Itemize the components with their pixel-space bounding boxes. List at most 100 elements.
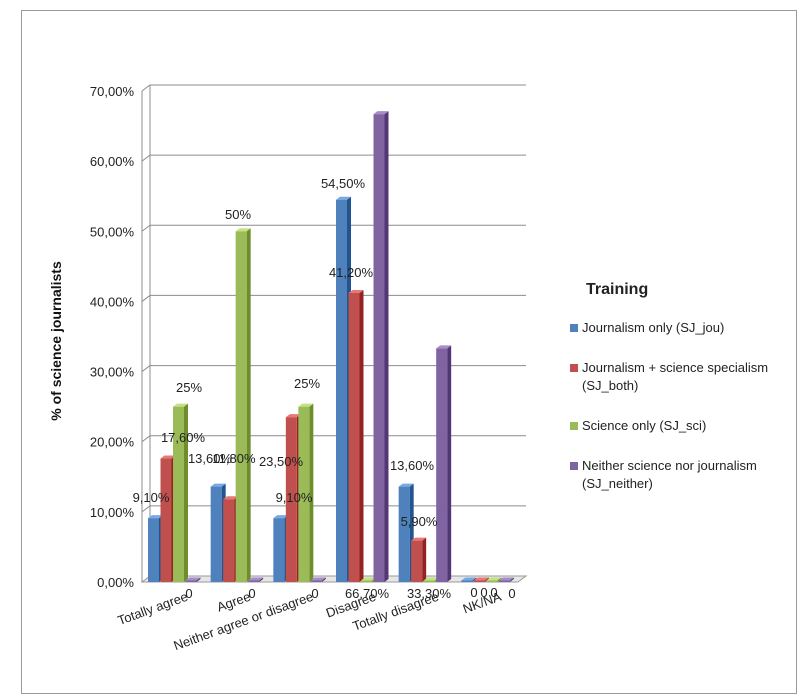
bar-top bbox=[210, 483, 226, 487]
bar bbox=[173, 406, 184, 582]
category-label: Totally agree bbox=[115, 589, 189, 628]
bar bbox=[373, 114, 385, 582]
gridline bbox=[141, 365, 526, 372]
data-label: 33,30% bbox=[407, 586, 452, 601]
bar bbox=[273, 518, 285, 582]
data-label: 54,50% bbox=[321, 176, 366, 191]
bar bbox=[235, 231, 247, 583]
bar-side bbox=[497, 577, 502, 582]
bar-top bbox=[461, 577, 477, 581]
bar-top bbox=[273, 515, 289, 519]
y-tick-label: 40,00% bbox=[90, 294, 135, 309]
bar bbox=[285, 417, 297, 582]
legend-label: Neither science nor journalism (SJ_neith… bbox=[582, 458, 757, 491]
bar-top bbox=[473, 577, 489, 581]
bar-top bbox=[411, 537, 427, 541]
bar bbox=[336, 199, 347, 582]
bar-side bbox=[509, 577, 514, 582]
y-tick-label: 50,00% bbox=[90, 224, 135, 239]
bar-top bbox=[185, 577, 201, 581]
legend-title: Training bbox=[586, 281, 649, 298]
bar bbox=[436, 348, 448, 582]
gridline bbox=[141, 294, 526, 302]
bar-top bbox=[423, 577, 439, 581]
legend-swatch bbox=[570, 422, 578, 430]
bar-side bbox=[472, 577, 477, 582]
bar bbox=[223, 499, 235, 582]
bar-top bbox=[361, 577, 376, 581]
data-label: 0 bbox=[508, 586, 515, 601]
y-tick-label: 30,00% bbox=[90, 365, 135, 380]
legend-swatch bbox=[570, 364, 578, 372]
data-label: 11,80% bbox=[212, 451, 256, 466]
bar-side bbox=[422, 537, 427, 582]
bar-side bbox=[309, 403, 314, 582]
y-tick-label: 20,00% bbox=[90, 435, 135, 450]
bar-side bbox=[384, 111, 389, 582]
legend-label: Science only (SJ_sci) bbox=[582, 418, 707, 433]
legend-item: Journalism only (SJ_jou) bbox=[570, 319, 805, 337]
bar bbox=[185, 580, 197, 582]
bar-top bbox=[310, 577, 326, 581]
bar-top bbox=[285, 414, 301, 418]
bar-side bbox=[359, 290, 364, 582]
y-tick-label: 60,00% bbox=[90, 154, 135, 169]
data-label: 9,10% bbox=[133, 490, 170, 505]
data-label: 0 bbox=[248, 586, 255, 601]
legend-label: Journalism + science specialism (SJ_both… bbox=[582, 360, 769, 393]
bar-side bbox=[246, 228, 251, 583]
bar bbox=[348, 293, 360, 582]
bar-top bbox=[148, 515, 163, 519]
y-tick-label: 70,00% bbox=[90, 84, 135, 99]
bar-side bbox=[196, 577, 201, 582]
bar-top bbox=[348, 290, 364, 294]
data-label: 66,70% bbox=[345, 586, 390, 601]
legend-label: Journalism only (SJ_jou) bbox=[582, 320, 725, 335]
data-label: 50% bbox=[225, 207, 251, 222]
bar-side bbox=[259, 577, 264, 582]
bar-top bbox=[498, 577, 514, 581]
bar-top bbox=[160, 455, 176, 459]
data-label: 23,50% bbox=[259, 454, 304, 469]
bar bbox=[423, 580, 435, 582]
legend-item: Science only (SJ_sci) bbox=[570, 417, 805, 435]
bar bbox=[248, 580, 260, 582]
bar bbox=[398, 486, 410, 582]
bar bbox=[473, 580, 485, 582]
bar bbox=[298, 406, 310, 582]
y-tick-label: 10,00% bbox=[90, 505, 135, 520]
gridline bbox=[141, 84, 526, 92]
data-label: 0 bbox=[470, 585, 477, 600]
bar-chart: 0,00% 10,00% 20,00% 30,00% 40,00% 50,00% 60,00… bbox=[48, 84, 528, 653]
bar-side bbox=[184, 403, 188, 582]
legend-swatch bbox=[570, 324, 578, 332]
y-axis-title: % of science journalists bbox=[48, 261, 64, 421]
data-label: 0 bbox=[490, 585, 497, 600]
bar-top bbox=[173, 403, 188, 407]
data-label: 5,90% bbox=[401, 514, 438, 529]
bar bbox=[210, 486, 222, 582]
y-tick-label: 0,00% bbox=[97, 575, 134, 590]
bar-top bbox=[298, 403, 314, 407]
data-label: 9,10% bbox=[276, 490, 313, 505]
bar bbox=[486, 580, 498, 582]
legend-item: Neither science nor journalism (SJ_neith… bbox=[570, 457, 805, 493]
data-label: 41,20% bbox=[329, 265, 374, 280]
data-label: 13,60% bbox=[188, 451, 233, 466]
bar-top bbox=[398, 483, 414, 487]
legend-swatch bbox=[570, 462, 578, 470]
bar-top bbox=[486, 577, 502, 581]
bar-top bbox=[436, 345, 452, 349]
chart-frame: 0,00% 10,00% 20,00% 30,00% 40,00% 50,00% 60,00… bbox=[21, 10, 797, 694]
data-label: 0 bbox=[480, 585, 487, 600]
legend: Training Journalism only (SJ_jou) Journal… bbox=[570, 281, 805, 515]
bar-side bbox=[447, 345, 452, 582]
bar bbox=[411, 540, 423, 582]
bar bbox=[498, 580, 510, 582]
bar-side bbox=[484, 577, 489, 582]
data-label: 17,60% bbox=[161, 430, 206, 445]
bar bbox=[361, 580, 372, 582]
bar bbox=[148, 518, 159, 582]
data-label: 25% bbox=[294, 376, 320, 391]
gridline bbox=[141, 505, 526, 513]
